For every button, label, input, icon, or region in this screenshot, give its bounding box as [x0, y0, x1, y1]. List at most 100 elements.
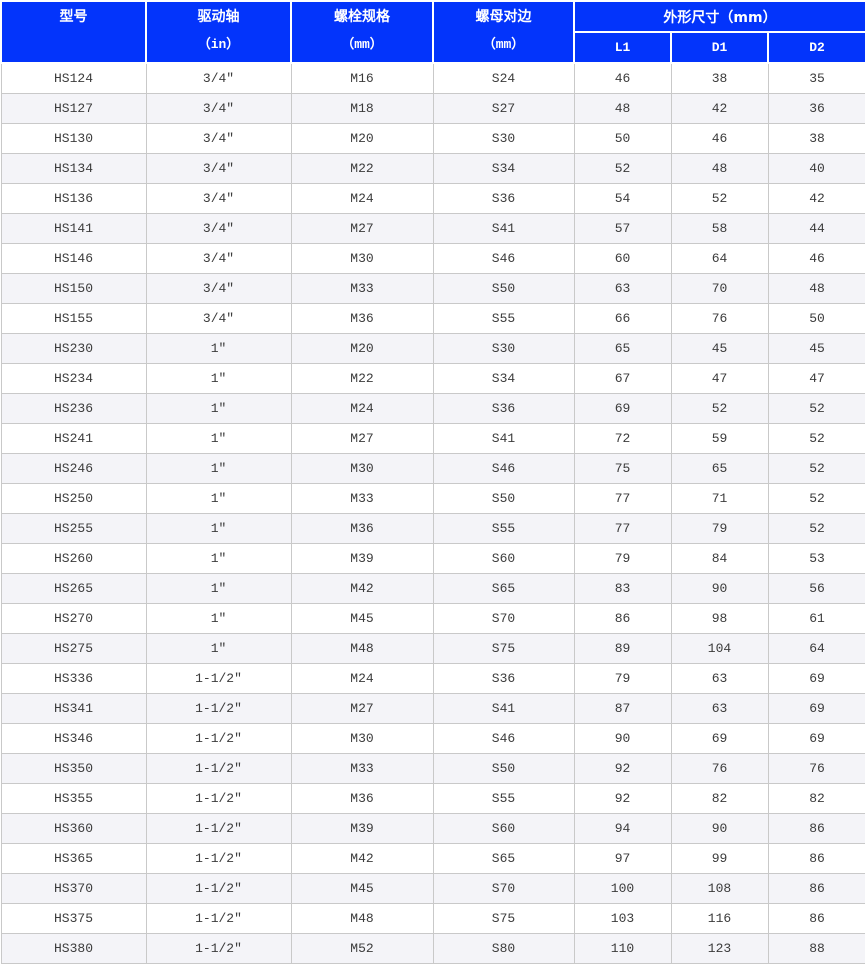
- cell-nut-flats: S41: [432, 423, 575, 454]
- cell-drive-shaft: 3/4″: [145, 93, 292, 124]
- cell-bolt-spec: M30: [290, 243, 434, 274]
- cell-l1: 57: [573, 213, 672, 244]
- cell-bolt-spec: M22: [290, 363, 434, 394]
- cell-d1: 63: [670, 693, 769, 724]
- cell-drive-shaft: 3/4″: [145, 303, 292, 334]
- cell-model: HS134: [0, 153, 147, 184]
- cell-bolt-spec: M27: [290, 213, 434, 244]
- cell-model: HS265: [0, 573, 147, 604]
- cell-l1: 77: [573, 483, 672, 514]
- cell-d2: 52: [767, 393, 865, 424]
- cell-drive-shaft: 1-1/2″: [145, 693, 292, 724]
- table-row: HS370 1-1/2″ M45 S70 100 108 86: [0, 873, 865, 904]
- cell-bolt-spec: M20: [290, 333, 434, 364]
- cell-drive-shaft: 3/4″: [145, 153, 292, 184]
- table-row: HS355 1-1/2″ M36 S55 92 82 82: [0, 783, 865, 814]
- cell-drive-shaft: 3/4″: [145, 213, 292, 244]
- cell-d2: 86: [767, 843, 865, 874]
- cell-d2: 82: [767, 783, 865, 814]
- cell-drive-shaft: 1-1/2″: [145, 933, 292, 964]
- cell-l1: 54: [573, 183, 672, 214]
- cell-d2: 61: [767, 603, 865, 634]
- cell-bolt-spec: M33: [290, 483, 434, 514]
- table-row: HS124 3/4″ M16 S24 46 38 35: [0, 62, 865, 94]
- cell-d2: 69: [767, 663, 865, 694]
- cell-nut-flats: S50: [432, 753, 575, 784]
- cell-drive-shaft: 1″: [145, 333, 292, 364]
- cell-l1: 79: [573, 663, 672, 694]
- cell-l1: 83: [573, 573, 672, 604]
- cell-bolt-spec: M39: [290, 543, 434, 574]
- cell-drive-shaft: 3/4″: [145, 273, 292, 304]
- cell-d2: 88: [767, 933, 865, 964]
- cell-model: HS255: [0, 513, 147, 544]
- cell-l1: 77: [573, 513, 672, 544]
- col-header-model-unit: [2, 33, 145, 62]
- cell-nut-flats: S65: [432, 843, 575, 874]
- cell-nut-flats: S55: [432, 783, 575, 814]
- cell-d1: 98: [670, 603, 769, 634]
- cell-d2: 52: [767, 483, 865, 514]
- cell-d2: 86: [767, 873, 865, 904]
- col-header-d1: D1: [670, 31, 769, 64]
- cell-d1: 76: [670, 753, 769, 784]
- cell-model: HS250: [0, 483, 147, 514]
- cell-model: HS380: [0, 933, 147, 964]
- cell-d1: 90: [670, 573, 769, 604]
- cell-drive-shaft: 1-1/2″: [145, 873, 292, 904]
- cell-d1: 71: [670, 483, 769, 514]
- cell-model: HS341: [0, 693, 147, 724]
- cell-drive-shaft: 1-1/2″: [145, 903, 292, 934]
- cell-model: HS241: [0, 423, 147, 454]
- table-row: HS234 1″ M22 S34 67 47 47: [0, 363, 865, 394]
- cell-bolt-spec: M36: [290, 303, 434, 334]
- cell-d1: 52: [670, 393, 769, 424]
- cell-nut-flats: S41: [432, 213, 575, 244]
- cell-drive-shaft: 1″: [145, 363, 292, 394]
- cell-d1: 52: [670, 183, 769, 214]
- cell-nut-flats: S46: [432, 453, 575, 484]
- cell-drive-shaft: 1″: [145, 633, 292, 664]
- table-row: HS350 1-1/2″ M33 S50 92 76 76: [0, 753, 865, 784]
- cell-model: HS370: [0, 873, 147, 904]
- cell-model: HS336: [0, 663, 147, 694]
- cell-l1: 52: [573, 153, 672, 184]
- cell-nut-flats: S34: [432, 153, 575, 184]
- cell-l1: 72: [573, 423, 672, 454]
- table-row: HS241 1″ M27 S41 72 59 52: [0, 423, 865, 454]
- cell-model: HS141: [0, 213, 147, 244]
- cell-drive-shaft: 1-1/2″: [145, 783, 292, 814]
- cell-model: HS136: [0, 183, 147, 214]
- cell-d1: 42: [670, 93, 769, 124]
- cell-l1: 100: [573, 873, 672, 904]
- cell-l1: 97: [573, 843, 672, 874]
- cell-l1: 90: [573, 723, 672, 754]
- col-header-bolt-spec-unit: （mm）: [341, 37, 383, 52]
- table-row: HS236 1″ M24 S36 69 52 52: [0, 393, 865, 424]
- cell-drive-shaft: 1″: [145, 603, 292, 634]
- cell-d2: 52: [767, 423, 865, 454]
- col-header-model: 型号: [0, 0, 147, 64]
- cell-d2: 64: [767, 633, 865, 664]
- cell-model: HS360: [0, 813, 147, 844]
- cell-model: HS234: [0, 363, 147, 394]
- table-row: HS260 1″ M39 S60 79 84 53: [0, 543, 865, 574]
- cell-model: HS260: [0, 543, 147, 574]
- cell-nut-flats: S36: [432, 663, 575, 694]
- cell-drive-shaft: 1″: [145, 573, 292, 604]
- cell-d1: 104: [670, 633, 769, 664]
- cell-l1: 48: [573, 93, 672, 124]
- col-header-nut-flats-title: 螺母对边: [475, 9, 532, 25]
- cell-model: HS346: [0, 723, 147, 754]
- col-header-drive-shaft: 驱动轴 （in）: [145, 0, 292, 64]
- cell-drive-shaft: 1″: [145, 393, 292, 424]
- cell-bolt-spec: M39: [290, 813, 434, 844]
- cell-l1: 66: [573, 303, 672, 334]
- cell-d1: 76: [670, 303, 769, 334]
- cell-nut-flats: S46: [432, 243, 575, 274]
- cell-nut-flats: S36: [432, 393, 575, 424]
- cell-bolt-spec: M18: [290, 93, 434, 124]
- col-header-nut-flats-unit: （mm）: [482, 37, 525, 52]
- cell-drive-shaft: 3/4″: [145, 123, 292, 154]
